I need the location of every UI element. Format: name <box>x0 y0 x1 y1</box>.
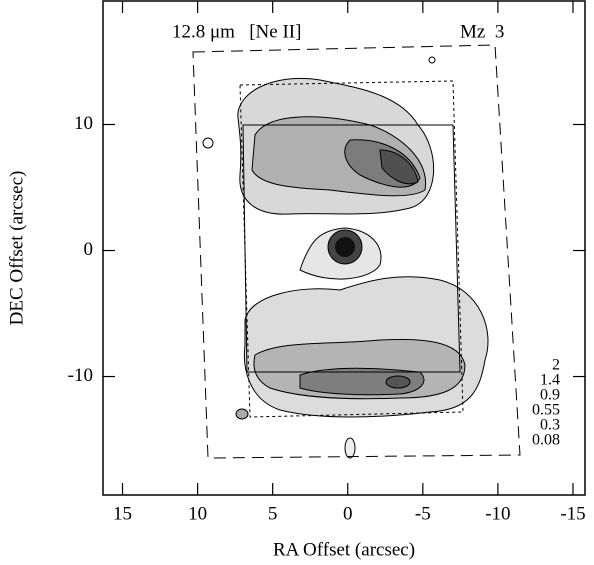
slit-box <box>242 124 461 373</box>
plot-frame <box>102 0 586 496</box>
x-tick-label: -15 <box>560 503 585 524</box>
y-tick-label: -10 <box>68 365 93 386</box>
object-label: Mz 3 <box>460 21 504 42</box>
y-tick-label: 0 <box>84 239 94 260</box>
x-tick-label: 0 <box>343 503 353 524</box>
nebula-image <box>202 56 489 459</box>
x-tick-label: 10 <box>188 503 207 524</box>
x-axis-label: RA Offset (arcsec) <box>273 539 415 560</box>
contour-level-label: 0.08 <box>532 432 560 449</box>
contour-level-label: 0.3 <box>540 417 560 434</box>
outer-aperture <box>192 44 521 459</box>
x-tick-label: 15 <box>113 503 132 524</box>
x-tick-label: 5 <box>268 503 278 524</box>
contour-level-label: 2 <box>552 357 560 374</box>
contour-level-label: 0.9 <box>540 387 560 404</box>
y-tick-label: 10 <box>74 113 93 134</box>
chart-title: 12.8 μm [Ne II] <box>172 21 301 42</box>
y-axis-label: DEC Offset (arcsec) <box>6 171 27 326</box>
contour-level-label: 0.55 <box>532 402 560 419</box>
x-tick-label: -10 <box>485 503 510 524</box>
contour-level-label: 1.4 <box>540 372 560 389</box>
x-tick-label: -5 <box>415 503 431 524</box>
